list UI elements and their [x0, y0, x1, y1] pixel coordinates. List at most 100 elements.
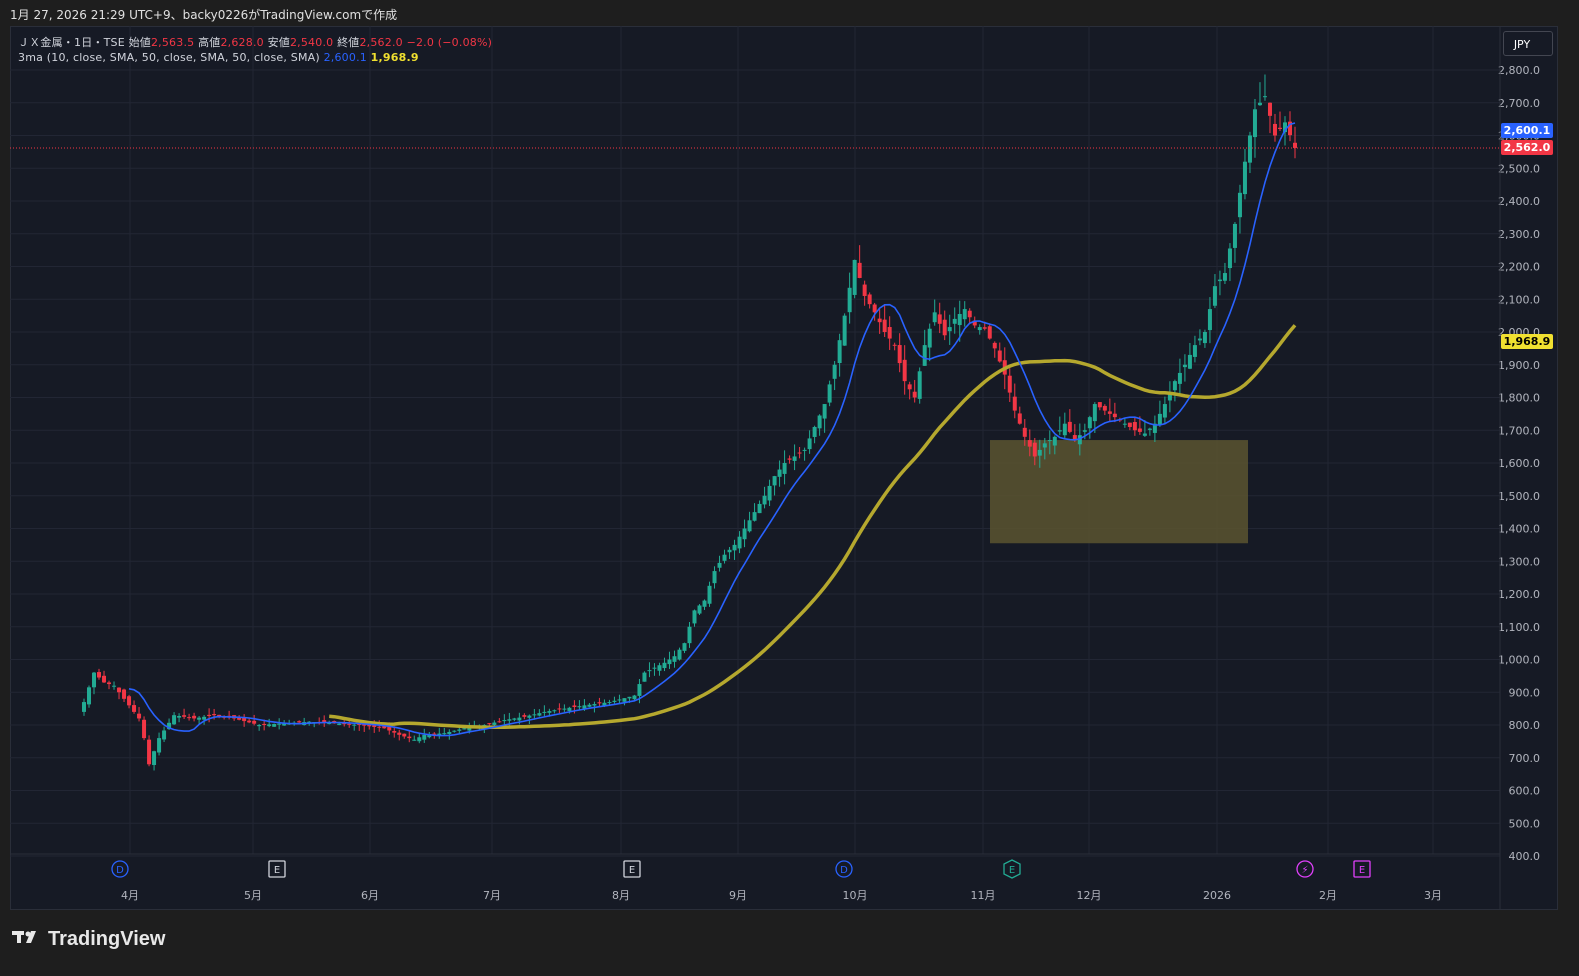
candle-body — [282, 723, 287, 726]
earnings-marker[interactable] — [623, 860, 641, 878]
candle-body — [1147, 428, 1152, 430]
candle-body — [1217, 279, 1222, 282]
candle-body — [297, 721, 302, 723]
candle-body — [487, 723, 492, 725]
candle-body — [207, 714, 212, 716]
candle-body — [442, 733, 447, 735]
candle-body — [817, 415, 822, 429]
annotation-rectangle[interactable] — [990, 440, 1248, 544]
candle-body — [357, 723, 362, 725]
candle-body — [592, 704, 597, 706]
candle-body — [967, 310, 972, 318]
candle-body — [492, 722, 497, 725]
earnings-marker[interactable] — [1003, 859, 1021, 879]
candle-body — [377, 726, 382, 728]
earnings-marker[interactable] — [1353, 860, 1371, 878]
ma50-price-tag: 1,968.9 — [1501, 334, 1553, 349]
candle-body — [792, 456, 797, 461]
candle-body — [582, 705, 587, 709]
candle-body — [1167, 392, 1172, 401]
candle-body — [717, 562, 722, 568]
candle-body — [182, 715, 187, 717]
currency-button[interactable]: JPY — [1503, 31, 1553, 56]
event-label: D — [840, 865, 848, 876]
candle-body — [1272, 123, 1277, 136]
candle-body — [732, 544, 737, 551]
x-tick-label: 9月 — [729, 889, 747, 902]
candle-body — [467, 727, 472, 731]
x-tick-label: 5月 — [244, 889, 262, 902]
candle-body — [1227, 248, 1232, 269]
candle-body — [1087, 417, 1092, 429]
candle-body — [417, 737, 422, 742]
candle-body — [127, 696, 132, 706]
x-tick-label: 2026 — [1203, 889, 1231, 902]
candle-body — [247, 720, 252, 723]
event-label: D — [116, 865, 124, 876]
candle-body — [762, 495, 767, 505]
candle-body — [1157, 413, 1162, 425]
y-tick-label: 1,800.0 — [1498, 392, 1540, 405]
candle-body — [1052, 436, 1057, 446]
sma10-line[interactable] — [128, 122, 1296, 737]
candle-body — [547, 711, 552, 713]
close-value: 2,562.0 — [359, 36, 403, 49]
candle-body — [807, 438, 812, 450]
candle-body — [362, 724, 367, 726]
y-tick-label: 1,300.0 — [1498, 555, 1540, 568]
candle-body — [1162, 404, 1167, 418]
split-marker[interactable] — [1296, 860, 1314, 878]
dividend-marker[interactable] — [835, 860, 853, 878]
candle-body — [512, 718, 517, 720]
tradingview-logo[interactable]: TradingView — [12, 928, 165, 951]
x-tick-label: 2月 — [1319, 889, 1337, 902]
candle-body — [92, 672, 97, 688]
open-label: 始値 — [128, 36, 151, 49]
candle-body — [882, 319, 887, 332]
candle-body — [187, 717, 192, 719]
candle-body — [1222, 273, 1227, 281]
x-tick-label: 7月 — [483, 889, 501, 902]
candle-body — [452, 730, 457, 732]
candle-body — [267, 724, 272, 727]
candle-body — [627, 696, 632, 699]
candle-body — [82, 702, 86, 712]
indicator-legend[interactable]: 3ma (10, close, SMA, 50, close, SMA, 50,… — [18, 51, 419, 64]
x-tick-label: 3月 — [1424, 889, 1442, 902]
candle-body — [562, 708, 567, 710]
candle-body — [87, 687, 92, 705]
candle-body — [772, 476, 777, 486]
candle-body — [647, 670, 652, 672]
candle-body — [1237, 192, 1242, 218]
last-price-tag: 2,562.0 — [1501, 140, 1553, 155]
candle-body — [257, 725, 262, 727]
y-tick-label: 700.0 — [1509, 752, 1541, 765]
candle-body — [337, 723, 342, 726]
candle-body — [1082, 430, 1087, 432]
dividend-marker[interactable] — [111, 860, 129, 878]
y-tick-label: 1,500.0 — [1498, 490, 1540, 503]
candle-body — [837, 340, 842, 364]
candle-body — [107, 682, 112, 685]
indicator-title[interactable]: 3ma (10, close, SMA, 50, close, SMA, 50,… — [18, 51, 320, 64]
candle-body — [1242, 161, 1247, 195]
candle-body — [912, 391, 917, 398]
candle-body — [852, 259, 857, 295]
tradingview-logo-icon — [12, 928, 44, 951]
candle-body — [1257, 102, 1262, 106]
earnings-marker[interactable] — [268, 860, 286, 878]
price-chart[interactable]: 2,800.02,700.02,600.02,500.02,400.02,300… — [10, 26, 1558, 910]
change-value: −2.0 (−0.08%) — [406, 36, 493, 49]
candle-body — [982, 327, 987, 329]
symbol-title[interactable]: ＪＸ金属・1日・TSE — [18, 36, 125, 49]
candle-body — [137, 713, 142, 719]
candle-body — [902, 359, 907, 382]
candle-body — [842, 315, 847, 346]
candle-body — [462, 728, 467, 730]
y-tick-label: 2,100.0 — [1498, 293, 1540, 306]
candle-body — [1182, 364, 1187, 368]
candle-body — [907, 384, 912, 390]
y-tick-label: 1,200.0 — [1498, 588, 1540, 601]
candle-body — [112, 685, 117, 687]
candle-body — [867, 294, 872, 305]
